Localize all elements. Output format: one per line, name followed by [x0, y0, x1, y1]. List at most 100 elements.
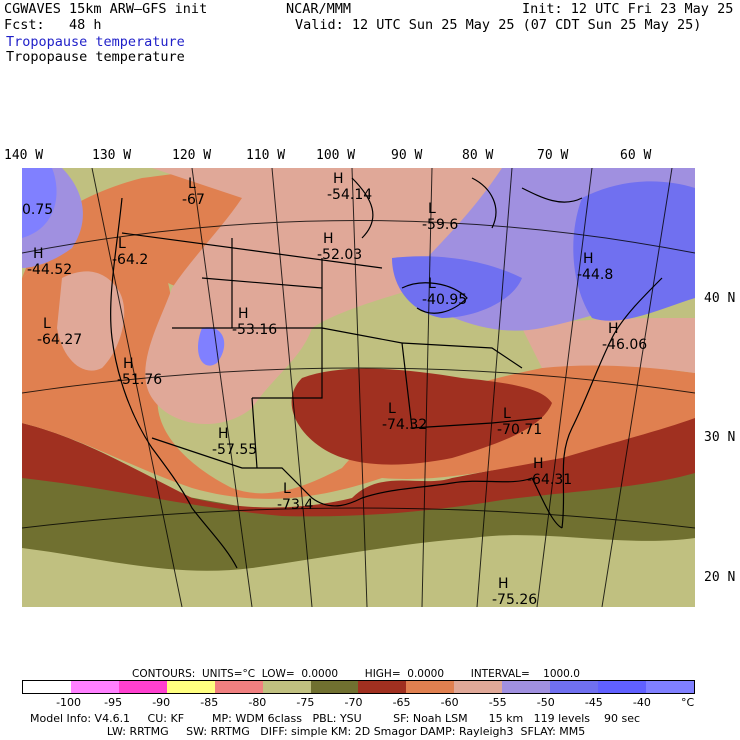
- colorbar-swatch: [23, 681, 71, 693]
- pressure-center-value: -46.06: [602, 337, 647, 353]
- longitude-line: [271, 168, 313, 607]
- pressure-center-value: -59.6: [422, 217, 458, 233]
- colorbar-label: -45: [584, 696, 603, 709]
- colorbar-label: °C: [681, 696, 695, 709]
- lon-label: 90 W: [391, 148, 423, 163]
- us-canada-border: [121, 232, 383, 269]
- lon-label: 80 W: [462, 148, 494, 163]
- lon-label: 100 W: [316, 148, 356, 163]
- tropopause-temperature-map: L-67H-54.14L-59.6H-52.03H-44.52L-64.2H-5…: [22, 168, 695, 607]
- pressure-center-value: -52.03: [317, 247, 362, 263]
- pressure-center-value: -64.27: [37, 332, 82, 348]
- pressure-center-value: -64.2: [112, 252, 148, 268]
- pressure-center-letter: L: [283, 481, 291, 497]
- longitude-line: [421, 168, 433, 607]
- pressure-center-value: -67: [182, 192, 205, 208]
- pressure-center-value: -54.14: [327, 187, 372, 203]
- east-coastline: [561, 277, 663, 529]
- colorbar-swatch: [70, 681, 119, 693]
- pressure-center-letter: L: [428, 276, 436, 292]
- state-borders: [201, 238, 323, 328]
- colorbar-swatch: [358, 681, 407, 693]
- model-info-line2: LW: RRTMG SW: RRTMG DIFF: simple KM: 2D …: [30, 725, 586, 738]
- lat-label: 40 N: [704, 291, 736, 306]
- colorbar-swatch: [118, 681, 167, 693]
- forecast-hour: Fcst: 48 h: [4, 17, 102, 33]
- center-name: NCAR/MMM: [286, 1, 352, 17]
- colorbar-label: -65: [392, 696, 411, 709]
- colorbar-swatch: [262, 681, 311, 693]
- colorbar-swatch: [598, 681, 646, 693]
- canada-features: [351, 177, 583, 239]
- pressure-center-value: 0.75: [22, 202, 53, 218]
- pressure-center-letter: L: [388, 401, 396, 417]
- pressure-center-value: -57.55: [212, 442, 257, 458]
- colorbar-label: -55: [488, 696, 507, 709]
- colorbar-swatch: [166, 681, 215, 693]
- pressure-center-value: -44.52: [27, 262, 72, 278]
- colorbar-swatch: [454, 681, 503, 693]
- great-lakes: [401, 282, 468, 314]
- longitude-line: [536, 168, 593, 607]
- pressure-center-value: -64.31: [527, 472, 572, 488]
- fill-region: [22, 468, 695, 571]
- colorbar-label: -85: [200, 696, 219, 709]
- west-coastline: [110, 197, 238, 569]
- pressure-center-value: -40.95: [422, 292, 467, 308]
- pressure-center-value: -70.71: [497, 422, 542, 438]
- longitude-line: [191, 168, 253, 607]
- lat-label: 20 N: [704, 570, 736, 585]
- model-info-line1: Model Info: V4.6.1 CU: KF MP: WDM 6class…: [30, 712, 641, 725]
- field-title: Tropopause temperature: [6, 34, 185, 50]
- fill-region: [291, 368, 552, 465]
- state-borders: [401, 342, 543, 429]
- pressure-center-value: -73.4: [277, 497, 313, 513]
- init-time: Init: 12 UTC Fri 23 May 25: [522, 1, 734, 17]
- colorbar-swatch: [645, 681, 694, 693]
- colorbar-label: -95: [104, 696, 123, 709]
- pressure-center-letter: H: [238, 306, 249, 322]
- latitude-line: [22, 367, 695, 394]
- fill-region: [57, 271, 125, 371]
- colorbar: [22, 680, 695, 694]
- pressure-center-letter: L: [188, 176, 196, 192]
- colorbar-swatch: [214, 681, 263, 693]
- longitude-line: [351, 168, 368, 607]
- fill-region: [392, 256, 522, 318]
- fill-region: [145, 168, 543, 425]
- colorbar-label: -60: [440, 696, 459, 709]
- pressure-center-letter: L: [118, 236, 126, 252]
- fill-region: [22, 168, 57, 238]
- model-title: CGWAVES 15km ARW–GFS init: [4, 1, 208, 17]
- colorbar-swatch: [550, 681, 599, 693]
- lon-label: 110 W: [246, 148, 286, 163]
- valid-time: Valid: 12 UTC Sun 25 May 25 (07 CDT Sun …: [295, 17, 702, 33]
- fill-region: [22, 413, 695, 517]
- pressure-center-letter: H: [333, 171, 344, 187]
- fill-region: [22, 235, 695, 499]
- pressure-center-letter: H: [33, 246, 44, 262]
- pressure-center-value: -75.26: [492, 592, 537, 607]
- colorbar-label: -40: [632, 696, 651, 709]
- pressure-center-letter: L: [43, 316, 51, 332]
- longitude-line: [91, 168, 183, 607]
- pressure-center-letter: H: [123, 356, 134, 372]
- colorbar-swatch: [310, 681, 359, 693]
- contours-info: CONTOURS: UNITS=°C LOW= 0.0000 HIGH= 0.0…: [132, 668, 580, 680]
- colorbar-label: -75: [296, 696, 315, 709]
- pressure-center-value: -74.32: [382, 417, 427, 433]
- colorbar-label: -80: [248, 696, 267, 709]
- pressure-center-value: -51.76: [117, 372, 162, 388]
- field-subtitle: Tropopause temperature: [6, 49, 185, 65]
- colorbar-swatch: [502, 681, 551, 693]
- pressure-center-letter: H: [583, 251, 594, 267]
- pressure-center-letter: H: [323, 231, 334, 247]
- pressure-center-letter: H: [608, 321, 619, 337]
- us-mexico-gulf-coast: [151, 437, 563, 529]
- longitude-line: [476, 168, 513, 607]
- lon-label: 120 W: [172, 148, 212, 163]
- pressure-center-letter: H: [498, 576, 509, 592]
- lon-label: 70 W: [537, 148, 569, 163]
- lon-label: 140 W: [4, 148, 44, 163]
- pressure-center-letter: H: [533, 456, 544, 472]
